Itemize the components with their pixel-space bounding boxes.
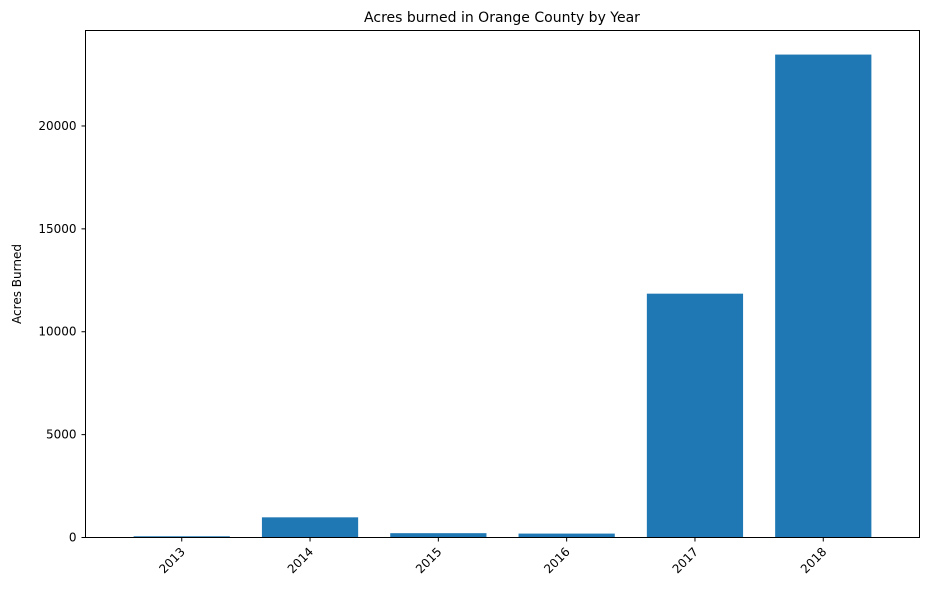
bar-2015 <box>390 533 487 538</box>
y-axis-ticks: 0 5000 10000 15000 20000 <box>38 119 86 545</box>
x-axis-ticks: 2013 2014 2015 2016 2017 2018 <box>156 537 829 576</box>
bar-2013 <box>133 536 230 538</box>
bars-group <box>133 54 872 538</box>
bar-2018 <box>775 54 872 538</box>
y-tick-label: 20000 <box>38 119 76 133</box>
x-tick-label: 2018 <box>798 545 829 576</box>
x-tick-label: 2014 <box>285 545 316 576</box>
x-tick-label: 2013 <box>156 545 187 576</box>
y-tick-label: 0 <box>69 531 77 545</box>
y-tick-label: 5000 <box>46 428 77 442</box>
x-tick-label: 2016 <box>541 545 572 576</box>
plot-frame <box>85 30 920 538</box>
y-tick-label: 15000 <box>38 222 76 236</box>
x-tick-label: 2015 <box>413 545 444 576</box>
bar-2014 <box>261 517 359 538</box>
bar-2016 <box>518 533 615 538</box>
y-axis-label: Acres Burned <box>10 244 24 324</box>
chart-title: Acres burned in Orange County by Year <box>364 10 640 26</box>
bar-2017 <box>646 293 744 538</box>
x-tick-label: 2017 <box>670 545 701 576</box>
y-tick-label: 10000 <box>38 325 76 339</box>
